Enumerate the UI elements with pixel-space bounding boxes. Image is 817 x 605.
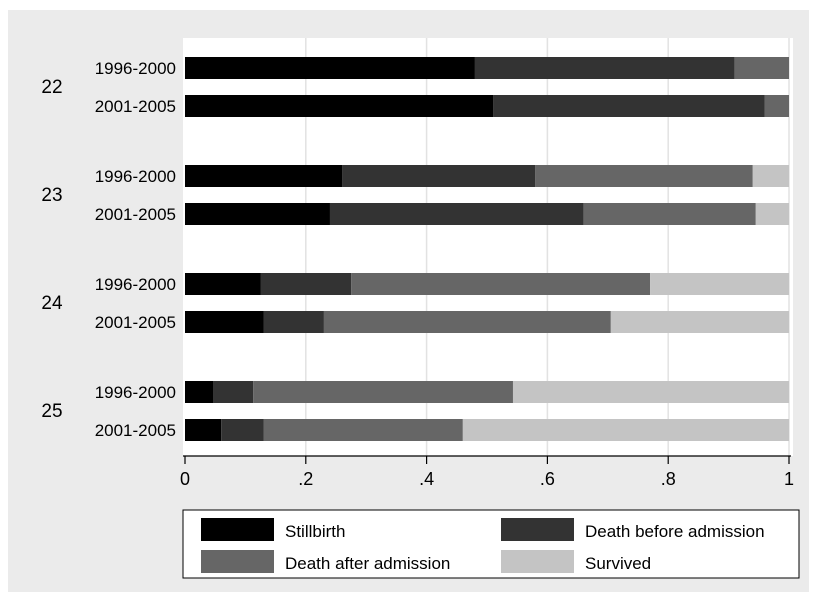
bar-segment <box>263 419 463 441</box>
group-label: 23 <box>41 185 62 206</box>
period-label: 1996-2000 <box>95 59 176 78</box>
x-tick-label: .8 <box>661 469 676 489</box>
bar-segment <box>342 165 536 187</box>
bar-segment <box>213 381 254 403</box>
group-label: 22 <box>41 77 62 98</box>
period-label: 1996-2000 <box>95 383 176 402</box>
bar-segment <box>185 419 222 441</box>
x-tick-label: .2 <box>298 469 313 489</box>
bar-segment <box>583 203 756 225</box>
x-tick-label: 0 <box>180 469 190 489</box>
bar-segment <box>755 203 789 225</box>
bar-segment <box>462 419 789 441</box>
bar-segment <box>734 57 789 79</box>
bar-segment <box>535 165 753 187</box>
bar-segment <box>650 273 789 295</box>
bar-segment <box>263 311 324 333</box>
x-axis: 0 .2 .4 .6 .8 1 <box>180 455 794 489</box>
x-tick-label: 1 <box>784 469 794 489</box>
bar-segment <box>185 381 214 403</box>
legend: Stillbirth Death before admission Death af… <box>182 509 800 579</box>
bar-segment <box>185 165 343 187</box>
bar-segment <box>752 165 789 187</box>
bar-segment <box>474 57 735 79</box>
bar-segment <box>185 203 330 225</box>
legend-swatch <box>501 550 574 573</box>
legend-swatch <box>501 518 574 541</box>
bar-segment <box>610 311 789 333</box>
legend-label: Death before admission <box>585 522 765 541</box>
x-tick-label: .4 <box>419 469 434 489</box>
bar-segment <box>221 419 264 441</box>
bar-segment <box>253 381 513 403</box>
legend-label: Stillbirth <box>285 522 345 541</box>
legend-swatch <box>201 518 274 541</box>
bar-segment <box>323 311 611 333</box>
x-tick-label: .6 <box>540 469 555 489</box>
bar-segment <box>512 381 789 403</box>
legend-swatch <box>201 550 274 573</box>
bar-segment <box>493 95 765 117</box>
y-axis-labels: 1996-2000 2001-2005 22 1996-2000 2001-2005 23… <box>41 59 176 440</box>
period-label: 2001-2005 <box>95 313 176 332</box>
period-label: 2001-2005 <box>95 421 176 440</box>
bar-segment <box>764 95 789 117</box>
bars <box>185 57 789 441</box>
period-label: 2001-2005 <box>95 205 176 224</box>
bar-segment <box>351 273 651 295</box>
period-label: 2001-2005 <box>95 97 176 116</box>
legend-label: Death after admission <box>285 554 450 573</box>
group-label: 24 <box>41 293 63 314</box>
bar-segment <box>185 57 475 79</box>
group-label: 25 <box>41 401 62 422</box>
legend-label: Survived <box>585 554 651 573</box>
period-label: 1996-2000 <box>95 167 176 186</box>
legend-box <box>182 509 800 579</box>
bar-segment <box>329 203 584 225</box>
bar-segment <box>185 95 494 117</box>
bar-segment <box>185 311 264 333</box>
bar-segment <box>260 273 352 295</box>
bar-segment <box>185 273 261 295</box>
period-label: 1996-2000 <box>95 275 176 294</box>
